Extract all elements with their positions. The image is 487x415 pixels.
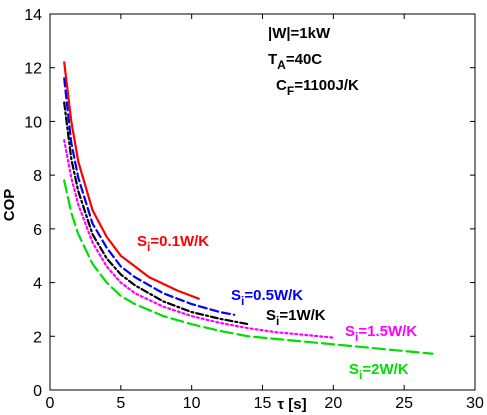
- series-label-4-sub: i: [359, 368, 362, 382]
- series-line-1: [63, 77, 236, 316]
- x-tick-label: 10: [183, 395, 201, 412]
- series-line-0: [63, 61, 200, 300]
- series-label-4-main: S: [349, 361, 359, 378]
- series-line-3: [63, 139, 335, 339]
- series-label-0-main: S: [137, 233, 147, 250]
- x-tick-label: 5: [116, 395, 125, 412]
- x-axis-title: τ [s]: [277, 396, 306, 413]
- series-lines: [63, 61, 434, 355]
- series-label-1-main: S: [231, 287, 241, 304]
- series-label-3-rest: =1.5W/K: [358, 323, 417, 340]
- series-label-4-rest: =2W/K: [362, 361, 408, 378]
- series-label-2-main: S: [266, 307, 276, 324]
- series-label-4: Si=2W/K: [349, 361, 409, 382]
- annotation-temperature-sub: A: [277, 58, 286, 72]
- series-label-2-rest: =1W/K: [279, 307, 325, 324]
- series-label-2: Si=1W/K: [266, 307, 326, 328]
- series-label-2-sub: i: [276, 314, 279, 328]
- y-tick-label: 0: [33, 383, 42, 400]
- annotation-capacity-main: C: [276, 77, 287, 94]
- series-label-1-rest: =0.5W/K: [244, 287, 303, 304]
- series-label-3-sub: i: [355, 330, 358, 344]
- series-label-3: Si=1.5W/K: [345, 323, 417, 344]
- annotation-box: |W|=1kW TA=40C CF=1100J/K: [268, 25, 359, 98]
- series-label-0-rest: =0.1W/K: [150, 233, 209, 250]
- x-tick-label: 20: [324, 395, 342, 412]
- annotation-capacity-sub: F: [287, 84, 294, 98]
- y-tick-label: 12: [24, 61, 42, 78]
- x-tick-label: 25: [395, 395, 413, 412]
- y-axis-title: COP: [1, 189, 18, 222]
- annotation-temperature-main: T: [268, 51, 277, 68]
- y-tick-label: 8: [33, 168, 42, 185]
- x-tick-label: 30: [466, 395, 484, 412]
- annotation-power: |W|=1kW: [268, 25, 331, 42]
- y-tick-label: 2: [33, 329, 42, 346]
- annotation-capacity: CF=1100J/K: [276, 77, 359, 98]
- series-line-4: [63, 179, 434, 355]
- y-tick-label: 10: [24, 114, 42, 131]
- annotation-capacity-rest: =1100J/K: [294, 77, 359, 94]
- x-tick-label: 15: [254, 395, 272, 412]
- y-tick-label: 14: [24, 7, 42, 24]
- x-tick-label: 0: [46, 395, 55, 412]
- y-tick-label: 4: [33, 276, 42, 293]
- series-line-2: [63, 101, 250, 326]
- y-tick-label: 6: [33, 222, 42, 239]
- axis-ticks: 0 5 10 15 20 25 30 0 2 4 6 8 10 12 14: [24, 7, 484, 412]
- series-label-0: Si=0.1W/K: [137, 233, 209, 254]
- series-label-0-sub: i: [147, 240, 150, 254]
- annotation-temperature: TA=40C: [268, 51, 322, 72]
- series-label-3-main: S: [345, 323, 355, 340]
- plot-frame: [49, 13, 476, 391]
- series-label-1: Si=0.5W/K: [231, 287, 303, 308]
- series-label-1-sub: i: [241, 294, 244, 308]
- annotation-temperature-rest: =40C: [286, 51, 322, 68]
